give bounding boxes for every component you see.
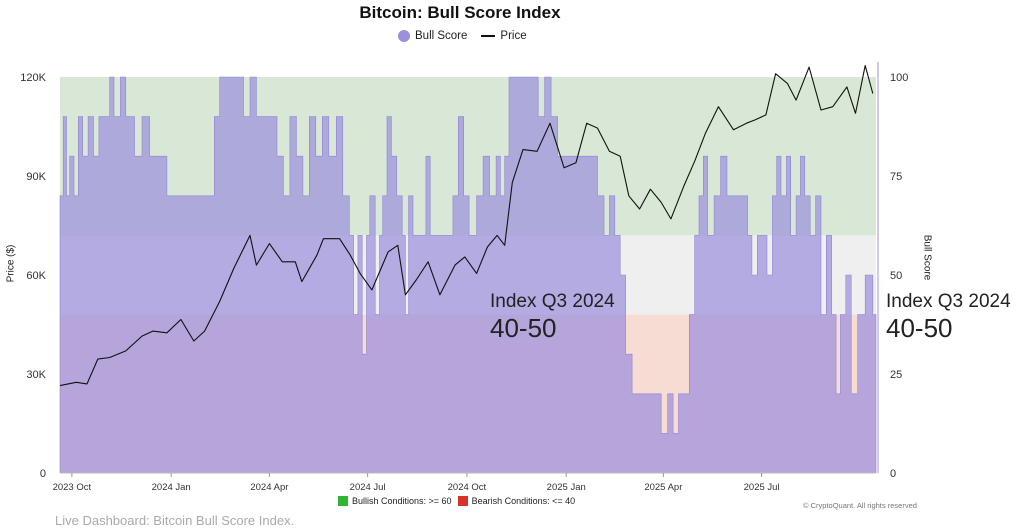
y-left-tick-label: 0 (40, 468, 46, 480)
annotation-index-q3-2024: Index Q3 2024 40-50 (490, 292, 615, 341)
y-axis-left-label: Price ($) (5, 244, 17, 283)
y-left-tick-label: 120K (20, 72, 46, 84)
chart-title: Bitcoin: Bull Score Index (359, 3, 561, 22)
y-left-tick-label: 90K (26, 171, 46, 183)
y-right-tick-label: 75 (890, 171, 902, 183)
legend-item-bull-score[interactable]: Bull Score (398, 30, 467, 42)
x-tick-label: 2024 Jan (152, 482, 191, 493)
legend-label-bull-score: Bull Score (415, 30, 468, 42)
bearish-swatch (457, 496, 468, 506)
y-left-tick-label: 30K (26, 369, 46, 381)
bullish-swatch (338, 496, 348, 506)
annotation-value: 40-50 (490, 313, 557, 343)
chart-legend: Bull Score Price (398, 30, 527, 42)
x-tick-label: 2025 Jan (547, 482, 586, 493)
y-right-tick-label: 50 (890, 270, 902, 282)
legend-item-price[interactable]: Price (481, 30, 527, 42)
legend-swatch-bull-score (398, 30, 410, 42)
series-price-line (59, 64, 874, 387)
y-right-tick-label: 25 (890, 369, 902, 381)
legend-label-price: Price (500, 30, 527, 42)
x-tick-label: 2025 Jul (744, 482, 780, 493)
x-tick-label: 2025 Apr (644, 482, 682, 493)
copyright-text: © CryptoQuant. All rights reserved (803, 501, 917, 510)
y-right-tick-label: 0 (890, 468, 896, 480)
y-right-tick-label: 100 (890, 72, 908, 84)
x-tick-label: 2023 Oct (53, 482, 92, 493)
annotation-label: Index Q3 2024 (886, 291, 1011, 312)
conditions-legend: Bullish Conditions: >= 60 Bearish Condit… (338, 496, 575, 506)
bearish-conditions-label: Bearish Conditions: <= 40 (471, 496, 576, 506)
y-left-tick-label: 60K (26, 270, 46, 282)
series-bull-score-area (59, 76, 877, 474)
x-tick-label: 2024 Apr (250, 482, 288, 493)
annotation-value: 40-50 (886, 313, 953, 343)
x-tick-label: 2024 Jul (350, 482, 386, 493)
annotation-label: Index Q3 2024 (490, 291, 615, 312)
x-tick-label: 2024 Oct (448, 482, 487, 493)
bullish-conditions-label: Bullish Conditions: >= 60 (352, 496, 452, 506)
annotation-index-q3-2024-right: Index Q3 2024 40-50 (886, 292, 1011, 341)
y-axis-right-label: Bull Score (921, 234, 933, 281)
legend-swatch-price (481, 35, 496, 37)
dashboard-caption: Live Dashboard: Bitcoin Bull Score Index… (55, 513, 295, 528)
